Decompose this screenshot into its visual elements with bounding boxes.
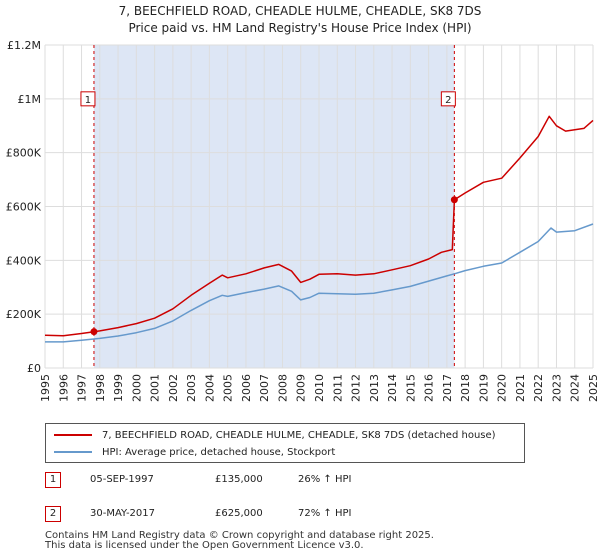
sale-row: 2 30-MAY-2017 £625,000 72% ↑ HPI	[45, 506, 445, 526]
x-tick-label: 2015	[404, 374, 417, 402]
sale-number-badge: 2	[45, 506, 61, 522]
y-tick-label: £0	[27, 362, 41, 375]
x-tick-label: 2019	[477, 374, 490, 402]
x-tick-label: 2011	[331, 374, 344, 402]
x-tick-label: 2018	[459, 374, 472, 402]
y-tick-label: £600K	[6, 201, 42, 214]
x-tick-label: 1995	[39, 374, 52, 402]
legend-swatch-hpi	[54, 451, 92, 453]
x-tick-label: 2017	[441, 374, 454, 402]
x-tick-label: 1997	[76, 374, 89, 402]
footer-copyright: Contains HM Land Registry data © Crown c…	[45, 530, 434, 541]
sale-price: £625,000	[215, 508, 263, 519]
x-tick-label: 2000	[130, 374, 143, 402]
x-tick-label: 2021	[514, 374, 527, 402]
sale-label-box	[440, 91, 456, 107]
x-tick-label: 2003	[185, 374, 198, 402]
y-tick-label: £200K	[6, 308, 42, 321]
legend-swatch-property	[54, 434, 92, 436]
property-price-line	[44, 115, 594, 337]
x-tick-label: 2010	[313, 374, 326, 402]
price-chart: 1 2 £0 £200K £400K £600K £800K £1M £1.2M 1995 1996…	[6, 39, 600, 402]
sale-price: £135,000	[215, 474, 263, 485]
sale-hpi-change: 26% ↑ HPI	[298, 474, 352, 485]
sale-point	[450, 196, 458, 204]
x-tick-label: 2008	[276, 374, 289, 402]
hpi-line	[45, 223, 594, 343]
chart-subtitle: Price paid vs. HM Land Registry's House …	[128, 21, 472, 35]
x-tick-label: 2013	[368, 374, 381, 402]
x-tick-label: 1996	[57, 374, 70, 402]
x-tick-label: 2002	[167, 374, 180, 402]
y-tick-label: £1M	[18, 93, 42, 106]
x-tick-label: 2009	[295, 374, 308, 402]
x-tick-label: 1998	[94, 374, 107, 402]
x-tick-label: 2024	[569, 374, 582, 402]
legend-item-hpi: HPI: Average price, detached house, Stoc…	[54, 444, 335, 460]
sale-date: 05-SEP-1997	[90, 474, 154, 485]
sale-point	[90, 328, 98, 336]
sale-date: 30-MAY-2017	[90, 508, 156, 519]
sale-number-badge: 1	[45, 472, 61, 488]
sale-label-box	[80, 91, 96, 107]
x-tick-label: 2006	[240, 374, 253, 402]
y-tick-label: £400K	[6, 254, 42, 267]
x-tick-label: 1999	[112, 374, 125, 402]
x-tick-label: 2025	[587, 374, 600, 402]
x-tick-label: 2001	[149, 374, 162, 402]
x-tick-label: 2022	[532, 374, 545, 402]
footer: Contains HM Land Registry data © Crown c…	[45, 531, 434, 551]
legend-label-hpi: HPI: Average price, detached house, Stoc…	[102, 446, 336, 458]
y-tick-label: £1.2M	[7, 39, 41, 52]
x-tick-label: 2023	[550, 374, 563, 402]
footer-licence: This data is licensed under the Open Gov…	[45, 540, 364, 551]
legend: 7, BEECHFIELD ROAD, CHEADLE HULME, CHEAD…	[45, 423, 525, 463]
sale-row: 1 05-SEP-1997 £135,000 26% ↑ HPI	[45, 472, 445, 492]
x-tick-label: 2004	[203, 374, 216, 402]
x-tick-label: 2020	[496, 374, 509, 402]
y-tick-label: £800K	[6, 147, 42, 160]
x-tick-label: 2014	[386, 374, 399, 402]
x-tick-label: 2007	[258, 374, 271, 402]
legend-item-property: 7, BEECHFIELD ROAD, CHEADLE HULME, CHEAD…	[54, 427, 496, 443]
x-tick-label: 2012	[350, 374, 363, 402]
sale-hpi-change: 72% ↑ HPI	[298, 508, 352, 519]
chart-title: 7, BEECHFIELD ROAD, CHEADLE HULME, CHEAD…	[118, 4, 482, 18]
x-tick-label: 2016	[423, 374, 436, 402]
x-tick-label: 2005	[222, 374, 235, 402]
sale-label: 2	[445, 95, 451, 106]
legend-label-property: 7, BEECHFIELD ROAD, CHEADLE HULME, CHEAD…	[102, 429, 496, 441]
sale-label: 1	[85, 95, 91, 106]
